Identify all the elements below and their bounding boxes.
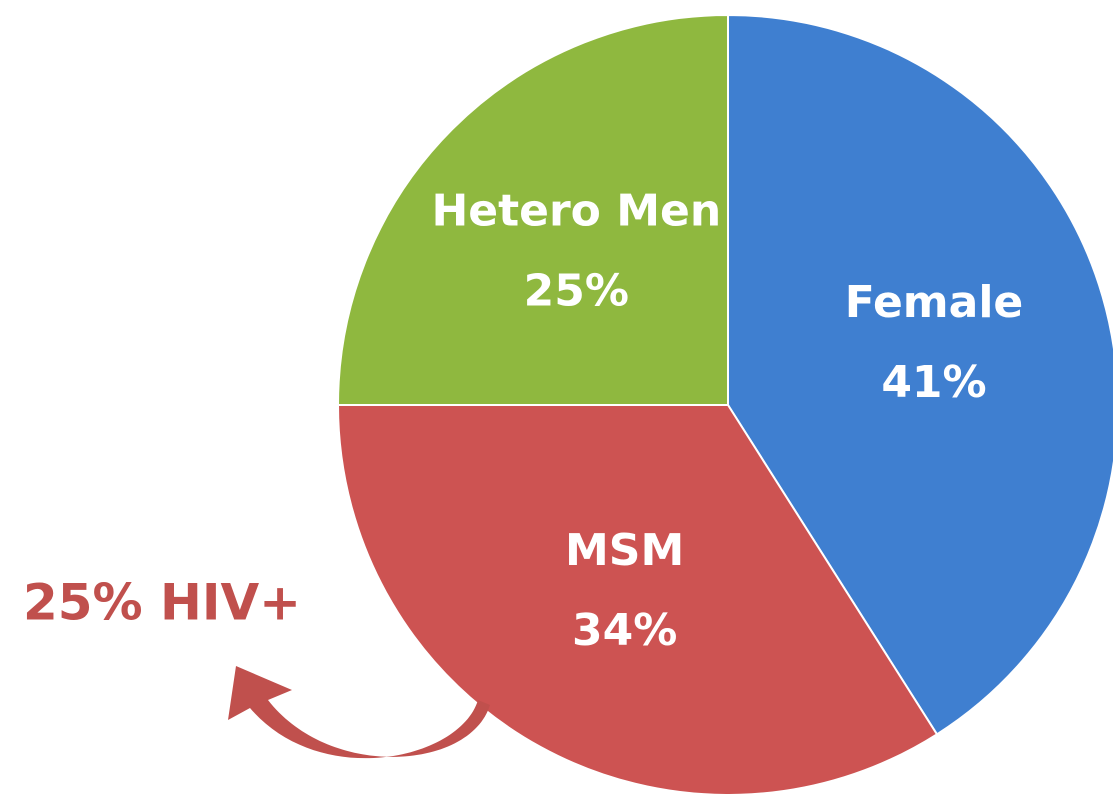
- slice-value-label: 41%: [881, 357, 986, 408]
- arrow: [228, 666, 490, 759]
- slice-category: Hetero Men: [431, 185, 721, 236]
- pie-slice: [336, 404, 939, 794]
- slice-value-label: 25%: [524, 265, 629, 316]
- pie: Female 41% MSM 34% Hetero Men 25%: [336, 13, 1113, 794]
- slice-value-label: 34%: [572, 605, 677, 656]
- pie-slice: [336, 13, 729, 406]
- annotation: 25% HIV+: [23, 574, 301, 632]
- pie-slice: [727, 13, 1113, 736]
- slice-category: MSM: [565, 525, 684, 576]
- slice-category: Female: [845, 277, 1024, 328]
